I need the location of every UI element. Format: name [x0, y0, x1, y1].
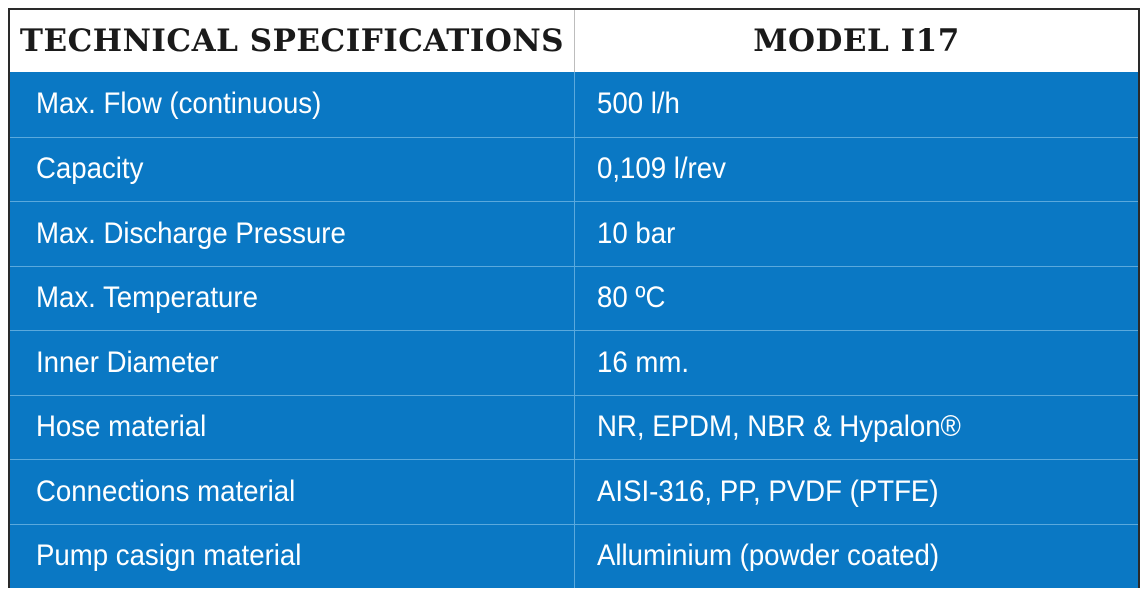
table-row: Connections material AISI-316, PP, PVDF …	[10, 459, 1138, 524]
spec-value: AISI-316, PP, PVDF (PTFE)	[597, 474, 939, 508]
spec-label: Capacity	[36, 152, 144, 186]
table-row: Max. Flow (continuous) 500 l/h	[10, 72, 1138, 137]
spec-label: Max. Flow (continuous)	[36, 87, 322, 121]
spec-value: 0,109 l/rev	[597, 152, 726, 186]
spec-value: 500 l/h	[597, 87, 680, 121]
spec-label-cell: Hose material	[10, 395, 575, 459]
table-body: Max. Flow (continuous) 500 l/h Capacity …	[10, 72, 1138, 588]
spec-label: Hose material	[36, 410, 207, 444]
spec-label-cell: Max. Discharge Pressure	[10, 202, 575, 266]
spec-label-cell: Connections material	[10, 460, 575, 524]
spec-label: Inner Diameter	[36, 345, 219, 379]
spec-label: Max. Temperature	[36, 281, 258, 315]
table-header: TECHNICAL SPECIFICATIONS MODEL I17	[10, 8, 1138, 72]
spec-label: Connections material	[36, 474, 296, 508]
spec-value: 80 ºC	[597, 281, 666, 315]
table-row: Max. Discharge Pressure 10 bar	[10, 201, 1138, 266]
table-row: Capacity 0,109 l/rev	[10, 136, 1138, 202]
spec-label-cell: Pump casign material	[10, 524, 575, 588]
spec-table: TECHNICAL SPECIFICATIONS MODEL I17 Max. …	[8, 8, 1140, 588]
spec-value-cell: 500 l/h	[575, 72, 1138, 137]
table-row: Inner Diameter 16 mm.	[10, 330, 1138, 395]
spec-value-cell: NR, EPDM, NBR & Hypalon®	[575, 396, 1138, 460]
spec-label-cell: Max. Flow (continuous)	[10, 72, 575, 137]
spec-value: 16 mm.	[597, 345, 690, 379]
table-row: Pump casign material Alluminium (powder …	[10, 523, 1138, 589]
spec-value-cell: 0,109 l/rev	[575, 138, 1138, 202]
spec-value-cell: 80 ºC	[575, 267, 1138, 331]
spec-value: Alluminium (powder coated)	[597, 539, 940, 573]
spec-label-cell: Inner Diameter	[10, 331, 575, 395]
spec-label: Max. Discharge Pressure	[36, 216, 346, 250]
spec-value-cell: AISI-316, PP, PVDF (PTFE)	[575, 460, 1138, 524]
spec-value: 10 bar	[597, 216, 676, 250]
table-row: Max. Temperature 80 ºC	[10, 265, 1138, 331]
spec-value-cell: 10 bar	[575, 202, 1138, 266]
header-model: MODEL I17	[753, 23, 960, 59]
spec-label-cell: Max. Temperature	[10, 266, 575, 330]
spec-value-cell: Alluminium (powder coated)	[575, 525, 1138, 589]
table-row: Hose material NR, EPDM, NBR & Hypalon®	[10, 394, 1138, 460]
header-technical-specifications: TECHNICAL SPECIFICATIONS	[10, 10, 575, 72]
spec-label: Pump casign material	[36, 539, 302, 573]
spec-value: NR, EPDM, NBR & Hypalon®	[597, 410, 961, 444]
spec-value-cell: 16 mm.	[575, 331, 1138, 395]
spec-label-cell: Capacity	[10, 137, 575, 201]
